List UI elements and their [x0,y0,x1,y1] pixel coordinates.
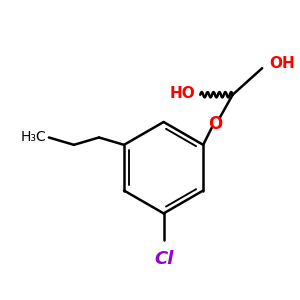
Text: Cl: Cl [154,250,173,268]
Text: H₃C: H₃C [20,130,46,145]
Text: OH: OH [269,56,295,71]
Text: O: O [208,115,222,133]
Text: HO: HO [170,86,196,101]
